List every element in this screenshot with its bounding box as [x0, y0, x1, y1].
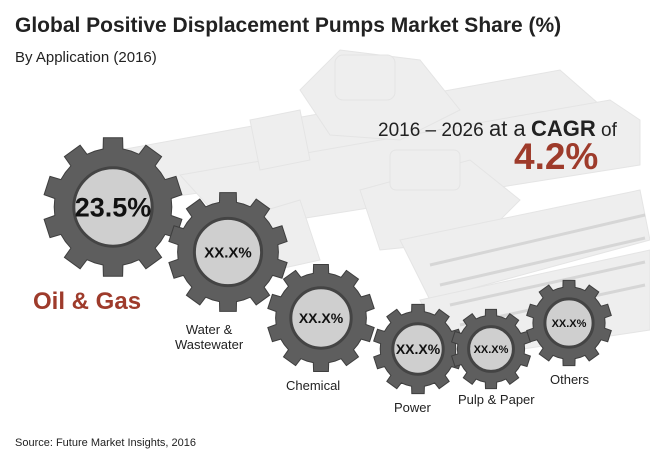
source-note: Source: Future Market Insights, 2016 — [15, 437, 196, 449]
gear-1: 23.5% — [43, 137, 183, 277]
gear-3: XX.X% — [267, 264, 375, 372]
gear-value-label: XX.X% — [552, 318, 587, 330]
category-label-6: Others — [550, 372, 589, 387]
category-label-line: Pulp & Paper — [458, 392, 535, 407]
cagr-caption: 2016 – 2026 at a CAGR of — [378, 116, 617, 142]
category-label-line: Water & — [185, 322, 233, 337]
gear-5: XX.X% — [450, 308, 532, 390]
gear-hole — [391, 322, 445, 376]
page-subtitle: By Application (2016) — [15, 49, 157, 66]
cagr-period: 2016 – 2026 — [378, 120, 484, 141]
category-label-line: Power — [394, 400, 431, 415]
category-label-line: Wastewater — [175, 337, 244, 352]
category-label-line: Oil & Gas — [33, 288, 142, 315]
cagr-word: CAGR — [530, 116, 596, 141]
category-label-5: Pulp & Paper — [458, 392, 535, 407]
gear-hole — [289, 286, 353, 350]
gear-hole — [72, 166, 154, 248]
gear-value-label: 23.5% — [75, 192, 152, 222]
gear-6: XX.X% — [526, 279, 612, 367]
gear-hole — [543, 297, 595, 349]
gear-hole — [192, 216, 264, 288]
category-label-line: Chemical — [286, 378, 341, 393]
gear-value-label: XX.X% — [474, 344, 509, 356]
category-label-4: Power — [394, 400, 431, 415]
category-label-1: Oil & Gas — [33, 288, 141, 316]
gear-hole — [467, 325, 515, 373]
gear-value-label: XX.X% — [204, 244, 252, 261]
gear-2: XX.X% — [168, 192, 288, 312]
category-label-3: Chemical — [286, 378, 340, 393]
cagr-at-a: at a — [488, 116, 526, 141]
category-label-line: Others — [550, 372, 590, 387]
category-label-2: Water & Wastewater — [175, 322, 243, 352]
page-title: Global Positive Displacement Pumps Marke… — [15, 14, 562, 37]
gear-value-label: XX.X% — [299, 310, 344, 326]
cagr-value: 4.2% — [514, 136, 599, 177]
gear-4: XX.X% — [373, 303, 463, 395]
gear-value-label: XX.X% — [396, 341, 441, 357]
cagr-of: of — [601, 120, 617, 141]
